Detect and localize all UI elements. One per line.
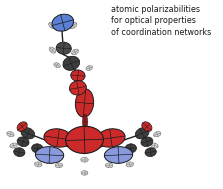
Ellipse shape	[35, 147, 64, 163]
Ellipse shape	[75, 89, 94, 117]
Ellipse shape	[56, 42, 71, 54]
Ellipse shape	[55, 163, 63, 168]
Ellipse shape	[69, 81, 86, 95]
Ellipse shape	[7, 132, 14, 137]
Ellipse shape	[141, 137, 153, 147]
Ellipse shape	[66, 126, 103, 153]
Ellipse shape	[32, 144, 43, 153]
Ellipse shape	[105, 163, 113, 168]
Ellipse shape	[72, 49, 78, 55]
Ellipse shape	[63, 56, 80, 70]
Ellipse shape	[10, 143, 17, 148]
Ellipse shape	[17, 137, 29, 147]
Ellipse shape	[83, 114, 88, 129]
Ellipse shape	[69, 22, 77, 29]
Ellipse shape	[86, 66, 93, 70]
Ellipse shape	[44, 129, 72, 147]
Ellipse shape	[125, 144, 136, 153]
Ellipse shape	[52, 14, 74, 31]
Ellipse shape	[35, 162, 42, 167]
Ellipse shape	[17, 122, 27, 132]
Ellipse shape	[21, 128, 35, 139]
Ellipse shape	[142, 122, 152, 132]
Ellipse shape	[71, 70, 85, 81]
Ellipse shape	[104, 147, 133, 163]
Ellipse shape	[81, 157, 88, 162]
Ellipse shape	[135, 128, 149, 139]
Ellipse shape	[151, 143, 158, 148]
Ellipse shape	[97, 129, 125, 147]
Ellipse shape	[14, 148, 25, 156]
Ellipse shape	[154, 132, 161, 137]
Ellipse shape	[49, 47, 56, 53]
Text: atomic polarizabilities
for optical properties
of coordination networks: atomic polarizabilities for optical prop…	[111, 5, 211, 37]
Ellipse shape	[145, 148, 156, 156]
Ellipse shape	[49, 22, 56, 29]
Ellipse shape	[81, 171, 88, 175]
Ellipse shape	[54, 63, 60, 68]
Ellipse shape	[126, 162, 134, 167]
